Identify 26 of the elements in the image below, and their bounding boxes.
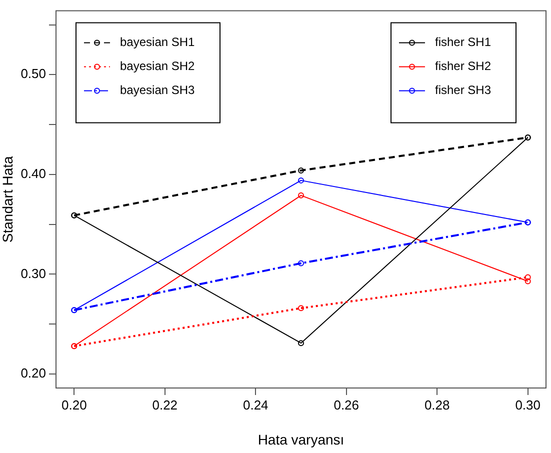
legend-label: bayesian SH3	[120, 83, 196, 98]
point	[298, 192, 304, 198]
legend-label: fisher SH1	[435, 35, 492, 50]
legend-label: fisher SH3	[435, 83, 492, 98]
legend-label: bayesian SH1	[120, 35, 196, 50]
point	[524, 274, 531, 280]
x-tick-label: 0.28	[424, 397, 450, 412]
x-axis-title: Hata varyansı	[258, 431, 344, 448]
legend-label: bayesian SH2	[120, 59, 196, 74]
y-tick-label: 0.20	[20, 366, 46, 381]
y-axis-title: Standart Hata	[0, 156, 16, 243]
x-tick-label: 0.24	[242, 397, 268, 412]
y-tick-label: 0.50	[20, 66, 46, 82]
point	[298, 167, 304, 174]
point	[298, 260, 304, 266]
y-tick-label: 0.30	[20, 266, 46, 281]
legend-label: fisher SH2	[435, 59, 492, 74]
point	[298, 340, 304, 346]
point	[298, 305, 304, 312]
x-tick-label: 0.22	[152, 397, 178, 412]
x-tick-label: 0.20	[61, 397, 87, 412]
point	[524, 278, 531, 284]
x-tick-label: 0.26	[334, 397, 360, 412]
x-tick-label: 0.30	[515, 397, 541, 412]
y-tick-label: 0.40	[20, 166, 46, 182]
point	[298, 177, 304, 184]
